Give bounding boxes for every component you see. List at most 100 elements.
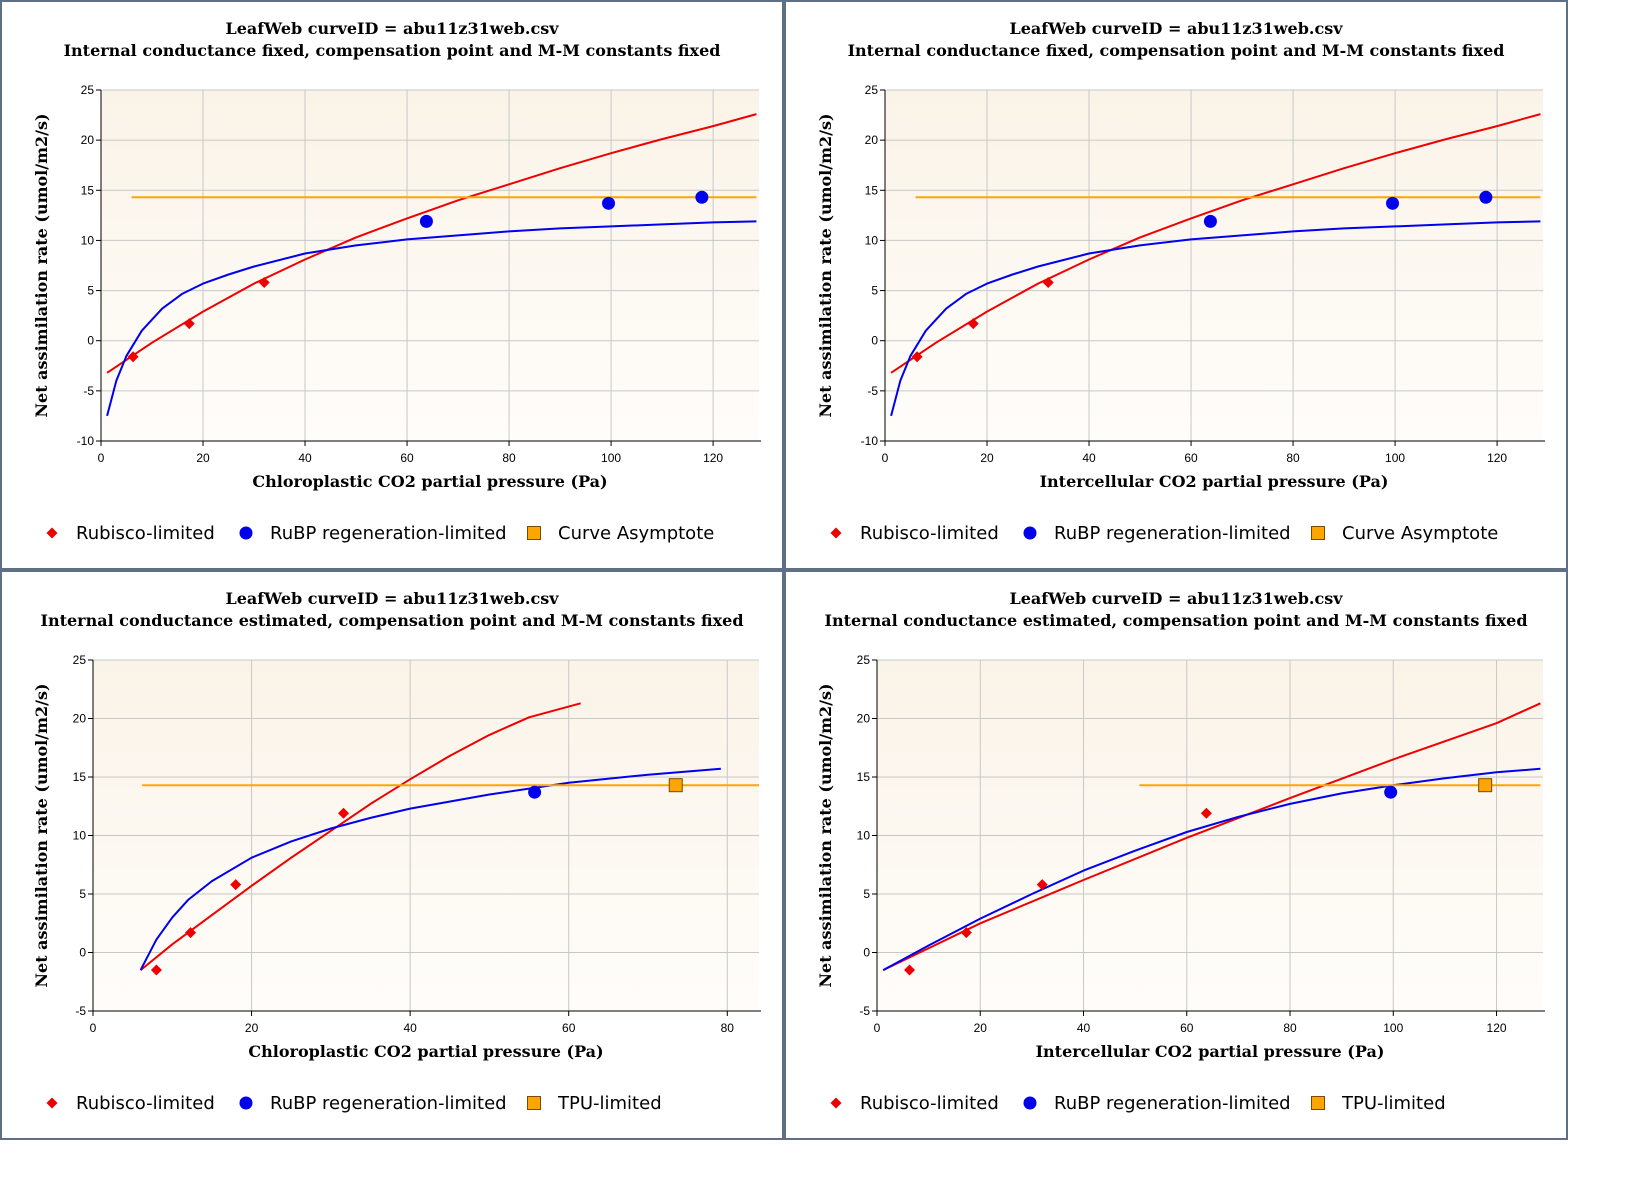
plot-data bbox=[139, 702, 759, 971]
rubp-fit-curve bbox=[106, 220, 757, 417]
plot-data bbox=[106, 113, 757, 417]
x-tick-label: 20 bbox=[974, 1021, 988, 1035]
legend-marker-square bbox=[1311, 1096, 1325, 1110]
rubp-point bbox=[1386, 196, 1400, 210]
legend-label: RuBP regeneration-limited bbox=[270, 1093, 507, 1114]
tpu-point bbox=[1478, 778, 1493, 793]
y-tick-label: 0 bbox=[87, 334, 94, 348]
y-tick-label: -5 bbox=[83, 384, 94, 398]
rubp-fit-curve bbox=[890, 220, 1541, 417]
y-tick-label: 5 bbox=[871, 284, 878, 298]
y-axis-label: Net assimilation rate (umol/m2/s) bbox=[32, 683, 51, 987]
chart-subtitle: Internal conductance estimated, compensa… bbox=[40, 611, 743, 630]
x-tick-label: 40 bbox=[298, 451, 312, 465]
y-tick-label: 5 bbox=[863, 887, 870, 901]
chart-title: LeafWeb curveID = abu11z31web.csv bbox=[1009, 589, 1343, 608]
y-tick-label: -5 bbox=[867, 384, 878, 398]
rubisco-point bbox=[911, 351, 923, 363]
x-tick-label: 60 bbox=[1184, 451, 1198, 465]
plot-area bbox=[101, 90, 759, 441]
chart-svg: LeafWeb curveID = abu11z31web.csv Interna… bbox=[32, 589, 761, 1114]
chart-board: LeafWeb curveID = abu11z31web.csv Interna… bbox=[0, 0, 1568, 1140]
legend-label: Rubisco-limited bbox=[860, 523, 999, 544]
tpu-point bbox=[668, 778, 683, 793]
legend-label: Curve Asymptote bbox=[558, 523, 714, 544]
x-tick-label: 20 bbox=[980, 451, 994, 465]
legend: Rubisco-limited RuBP regeneration-limited… bbox=[46, 1093, 662, 1114]
legend-marker-diamond bbox=[46, 527, 58, 539]
legend-label: TPU-limited bbox=[557, 1093, 662, 1114]
rubisco-point bbox=[150, 964, 162, 976]
rubp-point bbox=[1203, 214, 1217, 228]
y-tick-label: 25 bbox=[857, 653, 871, 667]
plot-data bbox=[882, 702, 1541, 972]
grid bbox=[876, 659, 1543, 1012]
x-axis-label: Chloroplastic CO2 partial pressure (Pa) bbox=[252, 472, 607, 491]
y-tick-label: 20 bbox=[857, 712, 871, 726]
rubisco-fit-curve bbox=[890, 113, 1541, 374]
x-axis-label: Intercellular CO2 partial pressure (Pa) bbox=[1036, 1042, 1385, 1061]
x-tick-label: 80 bbox=[721, 1021, 735, 1035]
chart-subtitle: Internal conductance fixed, compensation… bbox=[64, 41, 721, 60]
chart-panel-bottom-left: LeafWeb curveID = abu11z31web.csv Interna… bbox=[2, 572, 782, 1138]
y-tick-label: 25 bbox=[81, 83, 95, 97]
x-tick-label: 100 bbox=[1385, 451, 1405, 465]
x-tick-label: 40 bbox=[403, 1021, 417, 1035]
plot-data bbox=[890, 113, 1541, 417]
y-tick-label: 10 bbox=[73, 829, 87, 843]
y-tick-label: 25 bbox=[865, 83, 879, 97]
rubisco-fit-curve bbox=[882, 702, 1541, 972]
x-tick-label: 40 bbox=[1077, 1021, 1091, 1035]
rubisco-point bbox=[904, 964, 916, 976]
rubisco-point bbox=[967, 318, 979, 330]
x-tick-label: 0 bbox=[90, 1021, 97, 1035]
rubisco-fit-curve bbox=[139, 702, 581, 971]
y-tick-label: 15 bbox=[73, 770, 87, 784]
x-tick-label: 40 bbox=[1082, 451, 1096, 465]
legend: Rubisco-limited RuBP regeneration-limited… bbox=[46, 523, 714, 544]
x-tick-label: 20 bbox=[245, 1021, 259, 1035]
y-tick-label: 10 bbox=[865, 233, 879, 247]
chart-subtitle: Internal conductance estimated, compensa… bbox=[824, 611, 1527, 630]
x-tick-label: 80 bbox=[502, 451, 516, 465]
rubp-point bbox=[528, 785, 542, 799]
y-tick-label: 20 bbox=[865, 133, 879, 147]
y-tick-label: 10 bbox=[857, 829, 871, 843]
legend: Rubisco-limited RuBP regeneration-limited… bbox=[830, 1093, 1446, 1114]
legend-label: Rubisco-limited bbox=[860, 1093, 999, 1114]
plot-area bbox=[885, 90, 1543, 441]
rubisco-point bbox=[183, 318, 195, 330]
legend-marker-diamond bbox=[46, 1097, 58, 1109]
legend-label: RuBP regeneration-limited bbox=[1054, 523, 1291, 544]
rubisco-fit-curve bbox=[106, 113, 757, 374]
y-axis-label: Net assimilation rate (umol/m2/s) bbox=[816, 683, 835, 987]
grid bbox=[100, 89, 759, 442]
x-tick-label: 0 bbox=[874, 1021, 881, 1035]
legend-marker-square bbox=[527, 1096, 541, 1110]
y-tick-label: 15 bbox=[865, 183, 879, 197]
y-tick-label: 0 bbox=[863, 946, 870, 960]
chart-panel-top-left: LeafWeb curveID = abu11z31web.csv Interna… bbox=[2, 2, 782, 568]
x-tick-label: 120 bbox=[1487, 1021, 1507, 1035]
legend-marker-circle bbox=[1023, 526, 1037, 540]
rubisco-point bbox=[258, 277, 270, 289]
rubp-point bbox=[695, 190, 709, 204]
chart-subtitle: Internal conductance fixed, compensation… bbox=[848, 41, 1505, 60]
rubisco-point bbox=[338, 807, 350, 819]
x-tick-label: 60 bbox=[562, 1021, 576, 1035]
rubisco-point bbox=[230, 879, 242, 891]
rubp-point bbox=[1384, 785, 1398, 799]
legend-marker-circle bbox=[1023, 1096, 1037, 1110]
rubisco-point bbox=[185, 927, 197, 939]
chart-title: LeafWeb curveID = abu11z31web.csv bbox=[225, 589, 559, 608]
x-tick-label: 120 bbox=[703, 451, 723, 465]
chart-title: LeafWeb curveID = abu11z31web.csv bbox=[1009, 19, 1343, 38]
legend: Rubisco-limited RuBP regeneration-limited… bbox=[830, 523, 1498, 544]
y-tick-label: 5 bbox=[79, 887, 86, 901]
rubp-point bbox=[602, 196, 616, 210]
rubp-point bbox=[1479, 190, 1493, 204]
x-tick-label: 80 bbox=[1286, 451, 1300, 465]
y-tick-label: -5 bbox=[859, 1004, 870, 1018]
x-axis-label: Chloroplastic CO2 partial pressure (Pa) bbox=[248, 1042, 603, 1061]
x-tick-label: 60 bbox=[400, 451, 414, 465]
